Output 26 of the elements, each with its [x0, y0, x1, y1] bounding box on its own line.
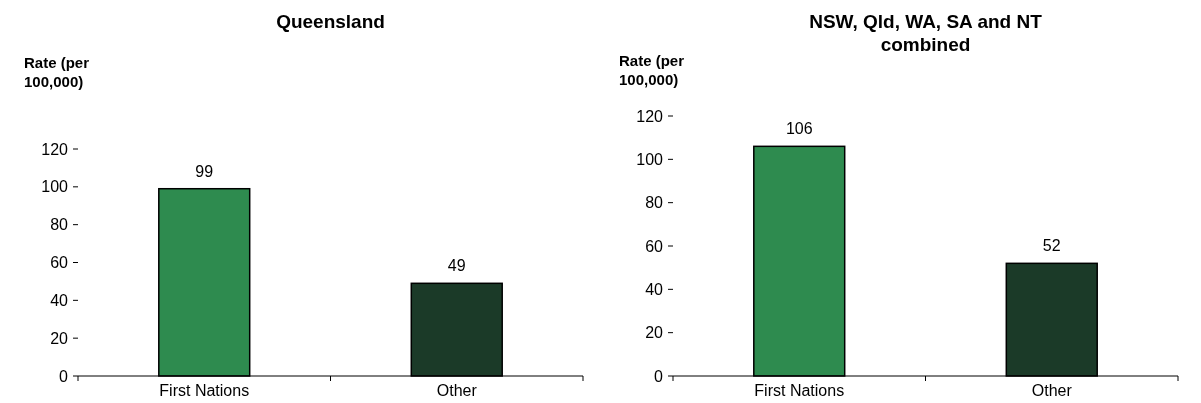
y-tick-label: 60: [50, 254, 69, 272]
x-tick-label: Other: [1031, 382, 1073, 399]
y-tick-label: 80: [50, 216, 69, 234]
chart-title: NSW, Qld, WA, SA and NT combined: [809, 11, 1043, 55]
x-tick-label: Other: [436, 382, 478, 399]
y-tick-label: 120: [636, 107, 664, 125]
y-tick-label: 0: [654, 367, 664, 385]
y-tick-label: 100: [636, 150, 664, 168]
y-tick-label: 20: [50, 329, 69, 347]
y-tick-label: 100: [41, 178, 69, 196]
x-tick-label: First Nations: [159, 382, 250, 399]
y-tick-label: 80: [645, 194, 664, 212]
y-tick-label: 120: [41, 140, 69, 158]
chart-title: Queensland: [276, 11, 385, 32]
data-label: 99: [195, 162, 214, 180]
y-axis-title: Rate (per 100,000): [619, 52, 685, 88]
y-tick-label: 20: [645, 324, 664, 342]
data-label: 106: [785, 120, 813, 138]
y-tick-label: 0: [59, 367, 69, 385]
y-axis-title: Rate (per 100,000): [24, 54, 90, 90]
x-tick-label: First Nations: [754, 382, 845, 399]
y-tick-label: 40: [50, 291, 69, 309]
data-label: 52: [1042, 237, 1061, 255]
data-label: 49: [447, 257, 466, 275]
y-tick-label: 60: [645, 237, 664, 255]
y-tick-label: 40: [645, 280, 664, 298]
